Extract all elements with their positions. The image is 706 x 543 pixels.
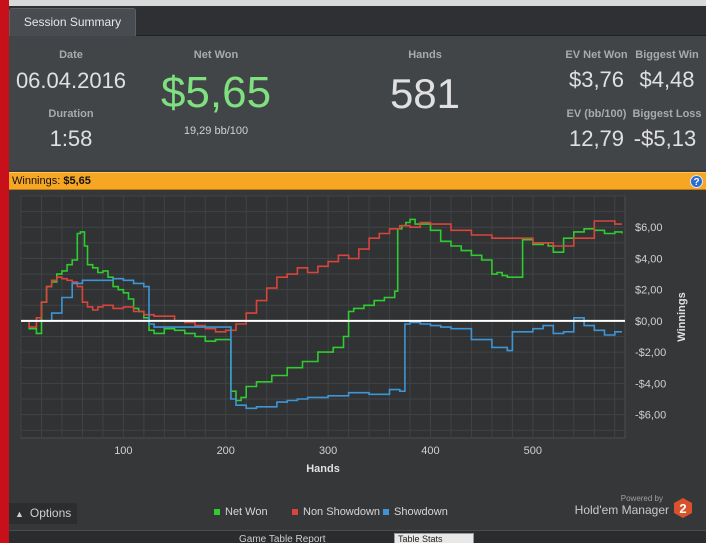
winnings-label: Winnings: bbox=[12, 175, 61, 187]
ev-net-won-value: $3,76 bbox=[568, 67, 625, 92]
y-tick-label: -$4,00 bbox=[635, 378, 666, 390]
ev-net-won-label: EV Net Won bbox=[565, 49, 628, 61]
y-tick-label: -$6,00 bbox=[635, 410, 666, 422]
tab-session-summary[interactable]: Session Summary bbox=[9, 8, 136, 37]
brand-name: Hold'em Manager bbox=[574, 503, 669, 517]
window-top-strip bbox=[9, 0, 706, 6]
biggest-win-value: $4,48 bbox=[639, 67, 695, 92]
options-label: Options bbox=[29, 506, 72, 520]
biggest-loss-label: Biggest Loss bbox=[632, 108, 702, 120]
y-axis-title: Winnings bbox=[676, 292, 688, 341]
legend-net-won-label: Net Won bbox=[225, 506, 268, 518]
y-tick-label: $2,00 bbox=[635, 285, 663, 297]
x-tick-label: 100 bbox=[114, 445, 132, 457]
legend-net-won-swatch bbox=[214, 509, 220, 516]
x-axis-title: Hands bbox=[306, 463, 340, 475]
hands-value: 581 bbox=[389, 70, 461, 117]
ev-bb-label: EV (bb/100) bbox=[566, 108, 627, 120]
y-tick-label: $4,00 bbox=[635, 253, 663, 265]
biggest-win-label: Biggest Win bbox=[635, 49, 699, 61]
y-tick-label: $0,00 bbox=[635, 316, 663, 328]
net-won-value: $5,65 bbox=[160, 68, 272, 117]
legend-net-won: Net Won bbox=[214, 505, 268, 519]
series-non-showdown-line bbox=[21, 220, 622, 333]
y-tick-label: -$2,00 bbox=[635, 347, 666, 359]
winnings-value: $5,65 bbox=[63, 175, 91, 187]
x-tick-label: 500 bbox=[524, 445, 542, 457]
legend-non-showdown-swatch bbox=[292, 509, 298, 516]
help-icon[interactable]: ? bbox=[690, 175, 703, 188]
bottom-toolbar: Game Table Report Table Stats bbox=[9, 530, 706, 543]
tab-bar: Session Summary bbox=[9, 6, 706, 37]
x-tick-label: 200 bbox=[217, 445, 235, 457]
series-net-won-line bbox=[21, 218, 623, 402]
winnings-bar-text: Winnings: $5,65 bbox=[12, 175, 91, 187]
plot-area bbox=[20, 195, 626, 439]
series-showdown-line bbox=[21, 277, 622, 410]
legend-showdown-label: Showdown bbox=[394, 506, 448, 518]
date-label: Date bbox=[59, 49, 83, 61]
bottom-toolbar-text: Game Table Report bbox=[239, 534, 326, 543]
y-tick-label: $6,00 bbox=[635, 222, 663, 234]
hem-logo-icon: 2 bbox=[674, 498, 692, 518]
duration-value: 1:58 bbox=[49, 126, 93, 151]
date-value: 06.04.2016 bbox=[15, 68, 127, 93]
winnings-chart: 100 200 300 400 500 $6,00 $4,00 $2,00 $0,00 -$2,0… bbox=[9, 190, 706, 530]
net-won-label: Net Won bbox=[193, 49, 239, 61]
window-edge bbox=[0, 0, 9, 543]
bottom-toolbar-select[interactable]: Table Stats bbox=[394, 533, 474, 543]
hands-label: Hands bbox=[408, 49, 442, 61]
winnings-bar: Winnings: $5,65 ? bbox=[9, 172, 706, 190]
options-button[interactable]: ▲ Options bbox=[9, 503, 77, 524]
hem-logo-text: 2 bbox=[679, 501, 686, 516]
legend-showdown: Showdown bbox=[383, 505, 448, 519]
x-tick-label: 400 bbox=[421, 445, 439, 457]
legend-showdown-swatch bbox=[383, 509, 389, 516]
chevron-up-icon: ▲ bbox=[15, 509, 24, 519]
legend-non-showdown-label: Non Showdown bbox=[303, 506, 381, 518]
legend-non-showdown: Non Showdown bbox=[292, 505, 380, 519]
summary-stats: Date 06.04.2016 Duration 1:58 Net Won $5… bbox=[9, 36, 706, 170]
winnings-chart-svg: 100 200 300 400 500 $6,00 $4,00 $2,00 $0,00 -$2,0… bbox=[20, 195, 688, 475]
biggest-loss-value: -$5,13 bbox=[633, 126, 697, 151]
powered-by-label: Powered by bbox=[620, 494, 663, 503]
ev-bb-value: 12,79 bbox=[568, 126, 625, 151]
session-summary-panel: Session Summary Date 06.04.2016 Duration… bbox=[9, 0, 706, 543]
net-won-sub: 19,29 bb/100 bbox=[183, 125, 249, 137]
duration-label: Duration bbox=[48, 108, 94, 120]
x-tick-label: 300 bbox=[319, 445, 337, 457]
